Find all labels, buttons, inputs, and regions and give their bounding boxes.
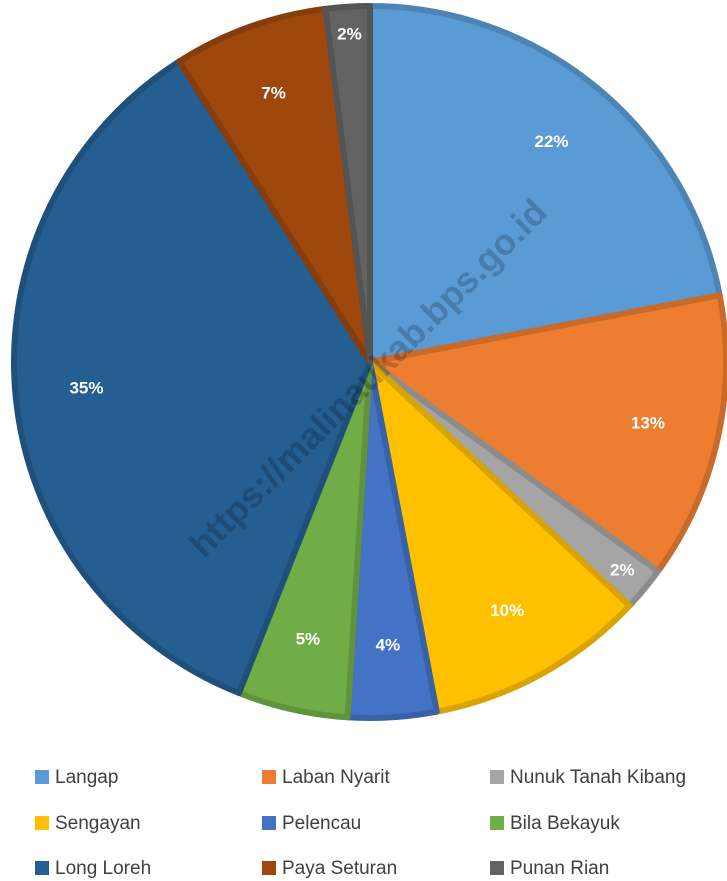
data-label: 2% bbox=[337, 25, 362, 44]
data-label: 4% bbox=[376, 636, 401, 655]
data-label: 10% bbox=[490, 601, 524, 620]
slices bbox=[11, 3, 727, 721]
slice-border bbox=[11, 58, 373, 696]
legend-label: Sengayan bbox=[55, 813, 141, 834]
legend-label: Bila Bekayuk bbox=[510, 813, 620, 834]
data-label: 5% bbox=[296, 629, 321, 648]
slice-border bbox=[367, 359, 633, 715]
legend-swatch bbox=[262, 861, 276, 875]
data-label: 13% bbox=[631, 414, 665, 433]
data-label: 22% bbox=[535, 132, 569, 151]
slice bbox=[367, 3, 723, 365]
legend-swatch bbox=[262, 770, 276, 784]
legend-label: Paya Seturan bbox=[282, 858, 397, 879]
slice-border bbox=[367, 3, 723, 365]
data-label: 7% bbox=[261, 84, 286, 103]
legend-label: Punan Rian bbox=[510, 858, 609, 879]
slice bbox=[11, 58, 373, 696]
legend-swatch bbox=[490, 770, 504, 784]
legend-label: Pelencau bbox=[282, 813, 361, 834]
legend-swatch bbox=[35, 816, 49, 830]
legend-swatch bbox=[35, 770, 49, 784]
legend-swatch bbox=[490, 861, 504, 875]
legend-swatch bbox=[490, 816, 504, 830]
legend-label: Langap bbox=[55, 767, 118, 788]
legend: Langap Laban Nyarit Nunuk Tanah Kibang Seng… bbox=[35, 767, 686, 879]
slice bbox=[367, 292, 727, 575]
legend-swatch bbox=[262, 816, 276, 830]
labels: 22% 13% 2% 10% 4% 5% 35% 7% 2% bbox=[69, 25, 665, 655]
slice-border bbox=[176, 5, 373, 365]
legend-swatch bbox=[35, 861, 49, 875]
slice-border bbox=[367, 292, 727, 575]
legend-label: Laban Nyarit bbox=[282, 767, 390, 788]
data-label: 2% bbox=[610, 560, 635, 579]
slice bbox=[367, 359, 633, 715]
slice-border bbox=[322, 3, 373, 365]
slice bbox=[176, 5, 373, 365]
data-label: 35% bbox=[69, 378, 103, 397]
slice bbox=[322, 3, 373, 365]
legend-label: Long Loreh bbox=[55, 858, 151, 879]
legend-label: Nunuk Tanah Kibang bbox=[510, 767, 686, 788]
